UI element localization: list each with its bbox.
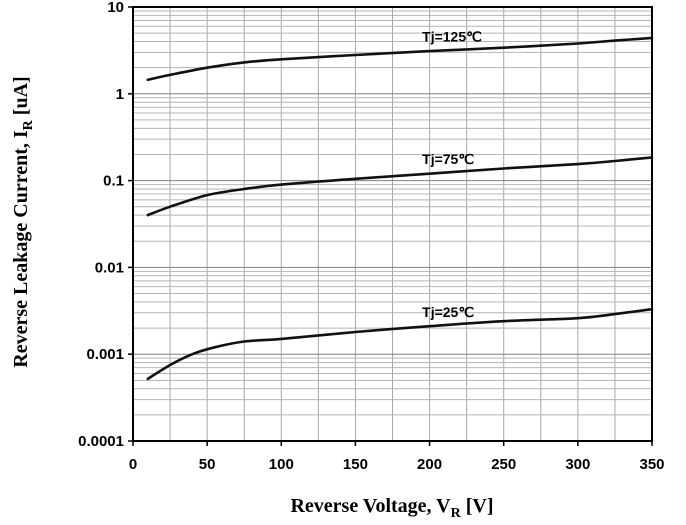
series-line bbox=[146, 36, 654, 82]
series-line bbox=[146, 156, 654, 217]
x-tick-label: 300 bbox=[565, 456, 590, 473]
x-axis-ticks: 0 50 100 150 200 250 300 350 bbox=[129, 441, 665, 473]
y-tick-label: 0.1 bbox=[103, 173, 124, 190]
y-axis-title: Reverse Leakage Current, IR [uA] bbox=[10, 76, 36, 367]
series-label: Tj=125℃ bbox=[422, 29, 482, 45]
plot-frame bbox=[132, 6, 653, 442]
x-tick-label: 200 bbox=[417, 456, 442, 473]
y-tick-label: 0.001 bbox=[86, 346, 124, 363]
x-tick-label: 100 bbox=[269, 456, 294, 473]
y-tick-label: 1 bbox=[116, 86, 124, 103]
series-line bbox=[146, 307, 654, 381]
series-label: Tj=75℃ bbox=[422, 151, 474, 167]
x-tick-label: 150 bbox=[343, 456, 368, 473]
series-label: Tj=25℃ bbox=[422, 304, 474, 320]
x-tick-label: 350 bbox=[639, 456, 664, 473]
y-axis-ticks: 0.0001 0.001 0.01 0.1 1 10 bbox=[78, 0, 133, 450]
x-tick-label: 50 bbox=[199, 456, 216, 473]
y-tick-label: 0.01 bbox=[95, 259, 124, 276]
data-series: Tj=125℃ Tj=75℃ Tj=25℃ bbox=[146, 29, 654, 381]
x-tick-label: 250 bbox=[491, 456, 516, 473]
x-tick-label: 0 bbox=[129, 456, 137, 473]
y-tick-label: 0.0001 bbox=[78, 433, 124, 450]
x-axis-title: Reverse Voltage, VR [V] bbox=[290, 495, 493, 521]
y-tick-label: 10 bbox=[107, 0, 124, 16]
grid-lines bbox=[133, 7, 652, 441]
